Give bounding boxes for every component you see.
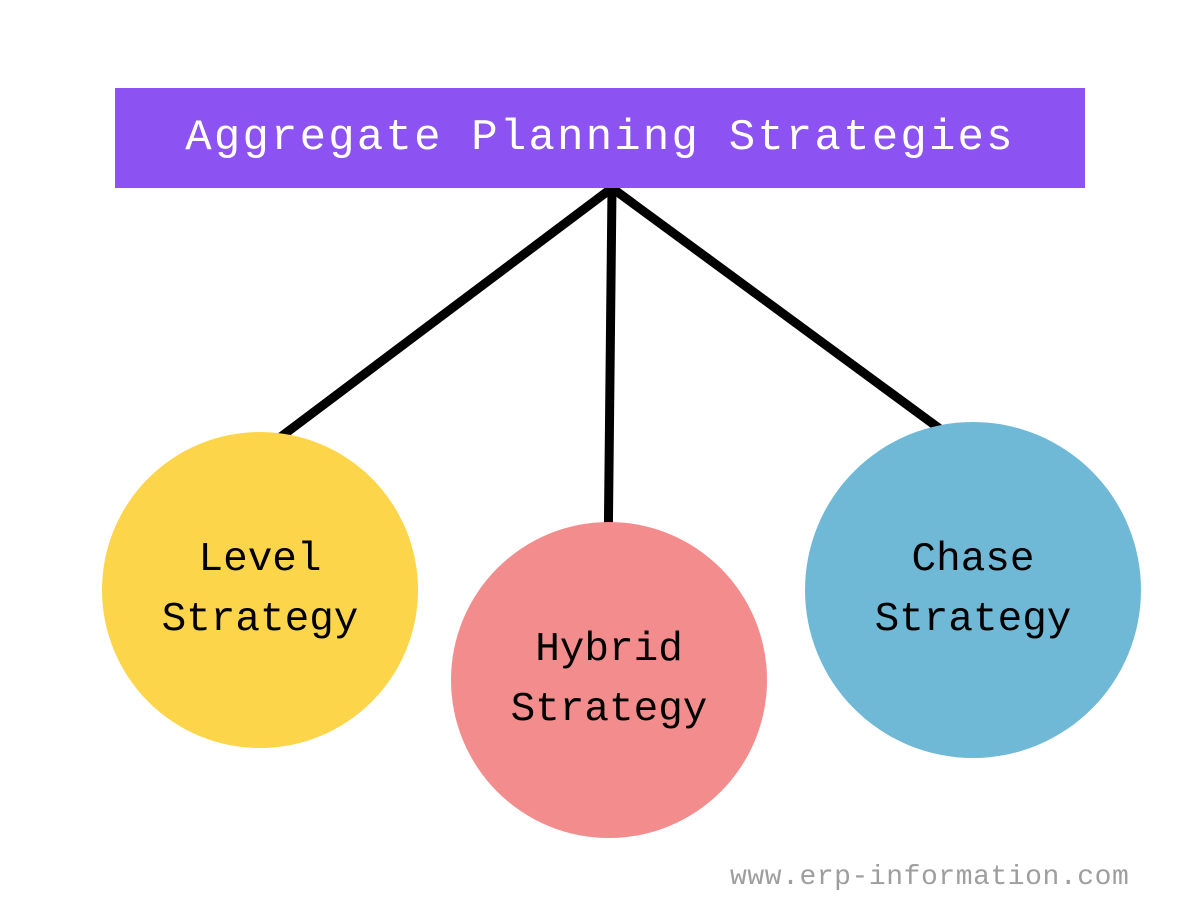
node-hybrid-strategy: Hybrid Strategy <box>451 522 767 838</box>
node-hybrid-line1: Hybrid <box>535 627 683 673</box>
node-level-strategy: Level Strategy <box>102 432 418 748</box>
node-chase-line2: Strategy <box>875 597 1072 643</box>
node-chase-strategy: Chase Strategy <box>805 422 1141 758</box>
node-level-line1: Level <box>198 537 321 583</box>
node-level-line2: Strategy <box>162 597 359 643</box>
diagram-title-text: Aggregate Planning Strategies <box>185 113 1015 163</box>
node-chase-line1: Chase <box>911 537 1034 583</box>
edge-to-hybrid <box>608 188 612 564</box>
watermark-label: www.erp-information.com <box>730 862 1129 893</box>
watermark-text: www.erp-information.com <box>730 862 1129 893</box>
diagram-title-box: Aggregate Planning Strategies <box>115 88 1085 188</box>
node-hybrid-line2: Strategy <box>511 687 708 733</box>
